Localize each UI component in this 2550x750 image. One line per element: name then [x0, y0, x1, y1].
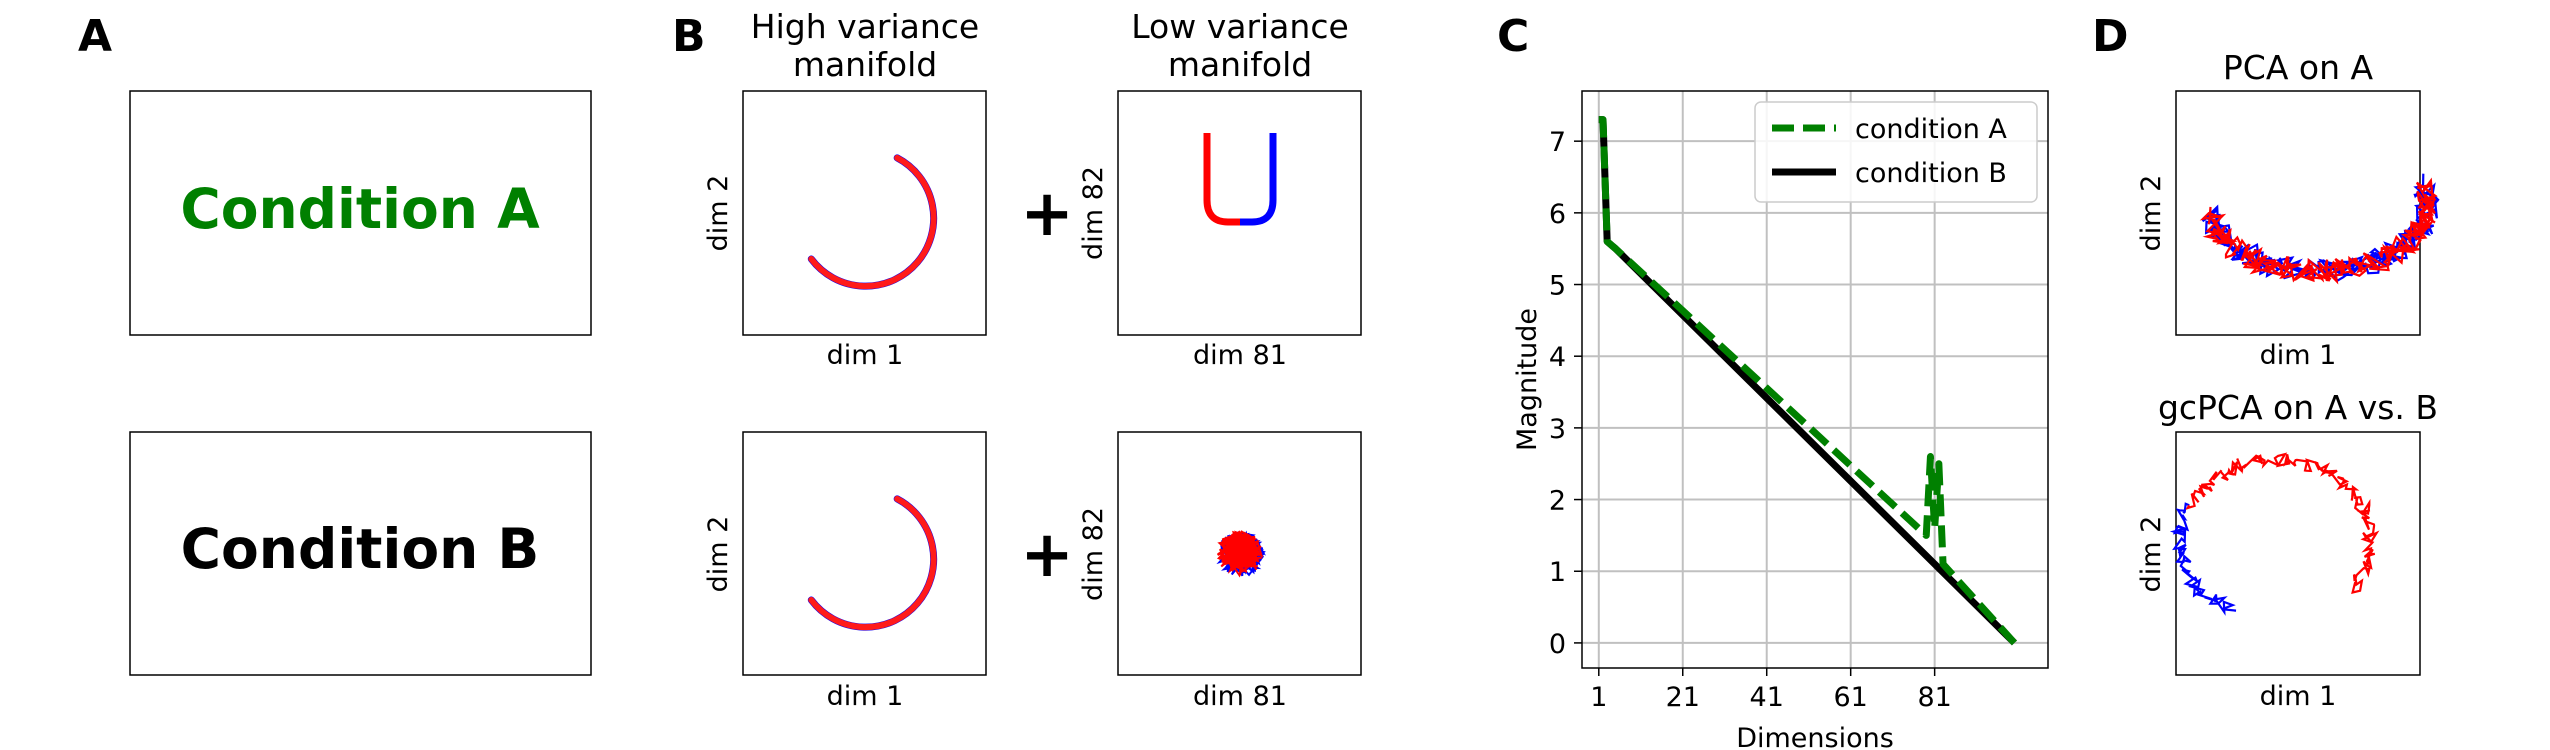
- high-variance-title-line2: manifold: [793, 45, 937, 84]
- y-axis-label: dim 2: [703, 516, 734, 593]
- u-manifold-red: [1203, 133, 1240, 226]
- arc-manifold-red: [808, 154, 937, 290]
- panel-label-c: C: [1497, 11, 1529, 62]
- y-axis-label: Magnitude: [1512, 308, 1543, 451]
- blob-red: [1216, 530, 1264, 578]
- y-axis-label: dim 82: [1078, 166, 1109, 260]
- y-tick-label: 4: [1549, 342, 1566, 373]
- gcpca-trace-red: [2185, 452, 2380, 594]
- condition-a-box: [129, 90, 592, 336]
- gcpca-title: gcPCA on A vs. B: [2158, 388, 2438, 427]
- low-variance-plot-b: dim 81 dim 82: [1078, 431, 1362, 712]
- y-axis-label: dim 2: [703, 175, 734, 252]
- magnitude-line-chart: 1 21 41 61 8101234567DimensionsMagnitudecond…: [1512, 90, 2049, 750]
- x-tick-label: 21: [1666, 682, 1700, 713]
- y-tick-label: 0: [1549, 629, 1566, 660]
- pca-x-axis-label: dim 1: [2260, 340, 2337, 371]
- series-condition-a-line: [1598, 116, 2018, 646]
- high-variance-plot-b: dim 1 dim 2: [703, 431, 987, 712]
- legend: condition A condition B: [1754, 101, 2038, 203]
- high-variance-title-line1: High variance: [751, 7, 979, 46]
- low-variance-title-line2: manifold: [1168, 45, 1312, 84]
- plot-frame: [1581, 90, 2049, 669]
- gcpca-plot-frame: [2175, 431, 2421, 676]
- y-tick-label: 3: [1549, 414, 1566, 445]
- legend-label-condition-b: condition B: [1855, 158, 2007, 189]
- condition-b-label: Condition B: [181, 517, 540, 581]
- legend-box: [1754, 101, 2038, 203]
- x-tick-label: 41: [1750, 682, 1784, 713]
- low-variance-plot-a: dim 81 dim 82: [1078, 90, 1362, 371]
- noise-blob: [1216, 530, 1266, 578]
- y-tick-label: 5: [1549, 271, 1566, 302]
- pca-trajectory: [2199, 173, 2440, 285]
- plot-frame: [742, 90, 987, 336]
- gcpca-trace-blue: [2169, 502, 2237, 616]
- panel-label-b: B: [672, 11, 706, 62]
- panel-label-d: D: [2092, 11, 2129, 62]
- high-variance-plot-a: dim 1 dim 2: [703, 90, 987, 371]
- x-axis-label: dim 81: [1193, 681, 1287, 712]
- x-tick-label: 1: [1590, 682, 1607, 713]
- gcpca-trajectory: [2169, 452, 2380, 616]
- x-axis-label: dim 81: [1193, 340, 1287, 371]
- u-manifold-blue: [1240, 133, 1277, 226]
- pca-y-axis-label: dim 2: [2136, 175, 2167, 252]
- low-variance-title-line1: Low variance: [1131, 7, 1349, 46]
- arc-manifold-red: [808, 495, 937, 631]
- plot-frame: [1117, 431, 1362, 676]
- plot-frame: [1117, 90, 1362, 336]
- y-axis-label: dim 82: [1078, 507, 1109, 601]
- condition-b-box: [129, 431, 592, 676]
- condition-a-label: Condition A: [180, 177, 540, 241]
- y-tick-label: 2: [1549, 486, 1566, 517]
- plus-sign-bottom: +: [1020, 518, 1074, 592]
- gcpca-y-axis-label: dim 2: [2136, 516, 2167, 593]
- panel-label-a: A: [78, 11, 112, 62]
- legend-label-condition-a: condition A: [1855, 114, 2007, 145]
- x-axis-label: Dimensions: [1736, 723, 1894, 750]
- gcpca-x-axis-label: dim 1: [2260, 681, 2337, 712]
- plot-frame: [742, 431, 987, 676]
- x-axis-label: dim 1: [827, 681, 904, 712]
- x-tick-label: 81: [1917, 682, 1951, 713]
- pca-trace-red: [2199, 177, 2438, 285]
- pca-title: PCA on A: [2223, 48, 2374, 87]
- y-tick-label: 7: [1549, 127, 1566, 158]
- x-axis-label: dim 1: [827, 340, 904, 371]
- x-tick-label: 61: [1834, 682, 1868, 713]
- y-tick-label: 6: [1549, 199, 1566, 230]
- y-tick-label: 1: [1549, 557, 1566, 588]
- plus-sign-top: +: [1020, 177, 1074, 251]
